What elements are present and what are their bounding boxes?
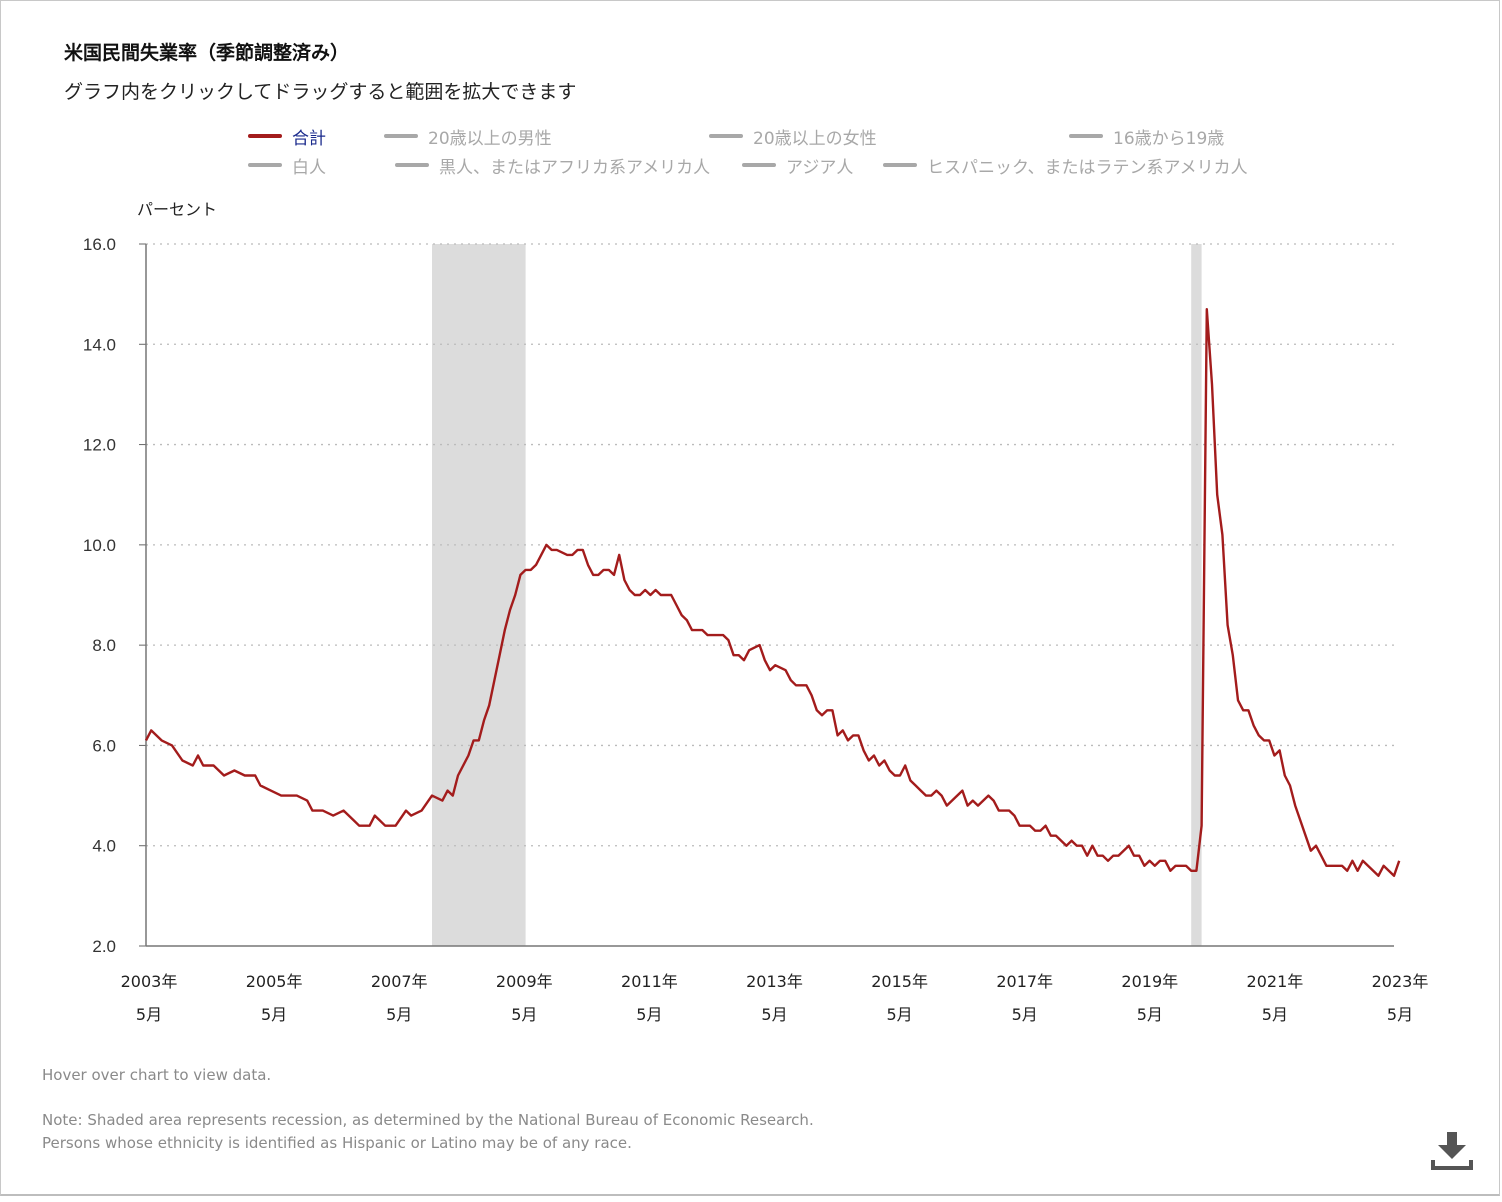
y-tick-label: 14.0 xyxy=(83,335,116,354)
legend-item-white[interactable]: 白人 xyxy=(248,154,326,178)
download-icon[interactable] xyxy=(1428,1130,1476,1172)
x-tick-labels: 2003年 5月 2005年 5月 2007年 5月 2009年 5月 2011年 5月 2013年… xyxy=(121,972,1429,1024)
x-tick-year: 2017年 xyxy=(996,972,1053,991)
recession-band xyxy=(1191,244,1202,946)
y-tick-label: 12.0 xyxy=(83,436,116,455)
axes xyxy=(145,244,1394,947)
x-tick-year: 2015年 xyxy=(871,972,928,991)
x-tick-month: 5月 xyxy=(1387,1005,1413,1024)
x-tick-year: 2009年 xyxy=(496,972,553,991)
x-tick-month: 5月 xyxy=(136,1005,162,1024)
hover-hint: Hover over chart to view data. xyxy=(42,1066,272,1084)
x-tick-month: 5月 xyxy=(636,1005,662,1024)
recession-note: Note: Shaded area represents recession, … xyxy=(42,1111,814,1129)
legend-swatch xyxy=(742,163,776,167)
x-tick-year: 2011年 xyxy=(621,972,678,991)
recession-band xyxy=(432,244,526,946)
x-tick-year: 2005年 xyxy=(246,972,303,991)
x-tick-year: 2003年 xyxy=(121,972,178,991)
legend-label: 白人 xyxy=(292,157,326,178)
legend-item-16-to-19[interactable]: 16歳から19歳 xyxy=(1069,125,1225,149)
legend-swatch xyxy=(248,163,282,167)
y-axis-label: パーセント xyxy=(137,200,218,219)
gridlines xyxy=(139,243,1394,947)
legend-label: ヒスパニック、またはラテン系アメリカ人 xyxy=(927,157,1248,178)
chart-title: 米国民間失業率（季節調整済み） xyxy=(64,42,350,64)
chart-subtitle: グラフ内をクリックしてドラッグすると範囲を拡大できます xyxy=(64,81,577,103)
line-chart[interactable]: 16.0 14.0 12.0 10.0 8.0 6.0 4.0 2.0 2003年 5月 2005… xyxy=(0,0,1502,1060)
recession-bands xyxy=(432,244,1202,946)
y-tick-label: 16.0 xyxy=(83,235,116,254)
legend-swatch xyxy=(709,134,743,138)
x-tick-month: 5月 xyxy=(887,1005,913,1024)
x-tick-month: 5月 xyxy=(1262,1005,1288,1024)
y-tick-label: 2.0 xyxy=(92,937,116,956)
y-tick-label: 10.0 xyxy=(83,536,116,555)
x-tick-year: 2007年 xyxy=(371,972,428,991)
y-tick-labels: 16.0 14.0 12.0 10.0 8.0 6.0 4.0 2.0 xyxy=(83,235,116,956)
y-tick-label: 4.0 xyxy=(92,837,116,856)
legend-label: 黒人、またはアフリカ系アメリカ人 xyxy=(439,157,711,178)
legend-item-black[interactable]: 黒人、またはアフリカ系アメリカ人 xyxy=(395,154,711,178)
y-tick-label: 8.0 xyxy=(92,636,116,655)
legend-swatch xyxy=(384,134,418,138)
legend-label: 合計 xyxy=(292,128,326,149)
y-tick-label: 6.0 xyxy=(92,736,116,755)
x-tick-year: 2013年 xyxy=(746,972,803,991)
x-tick-month: 5月 xyxy=(511,1005,537,1024)
legend-item-women-20-plus[interactable]: 20歳以上の女性 xyxy=(709,125,877,149)
x-tick-month: 5月 xyxy=(261,1005,287,1024)
series-line-total xyxy=(144,308,1401,877)
x-tick-month: 5月 xyxy=(1012,1005,1038,1024)
legend-swatch xyxy=(248,134,282,138)
legend-swatch xyxy=(395,163,429,167)
x-tick-year: 2021年 xyxy=(1247,972,1304,991)
x-tick-month: 5月 xyxy=(386,1005,412,1024)
x-tick-year: 2019年 xyxy=(1121,972,1178,991)
legend-label: 20歳以上の女性 xyxy=(753,128,877,149)
series-lines xyxy=(144,308,1401,877)
x-tick-month: 5月 xyxy=(761,1005,787,1024)
legend-swatch xyxy=(1069,134,1103,138)
legend-swatch xyxy=(883,163,917,167)
legend-label: 20歳以上の男性 xyxy=(428,128,552,149)
legend-item-total[interactable]: 合計 xyxy=(248,125,326,149)
legend-item-men-20-plus[interactable]: 20歳以上の男性 xyxy=(384,125,552,149)
x-tick-year: 2023年 xyxy=(1372,972,1429,991)
legend-item-hispanic[interactable]: ヒスパニック、またはラテン系アメリカ人 xyxy=(883,154,1248,178)
legend-item-asian[interactable]: アジア人 xyxy=(742,154,854,178)
legend-label: 16歳から19歳 xyxy=(1113,128,1225,149)
legend-label: アジア人 xyxy=(786,157,854,178)
x-tick-month: 5月 xyxy=(1137,1005,1163,1024)
ethnicity-note: Persons whose ethnicity is identified as… xyxy=(42,1134,632,1152)
